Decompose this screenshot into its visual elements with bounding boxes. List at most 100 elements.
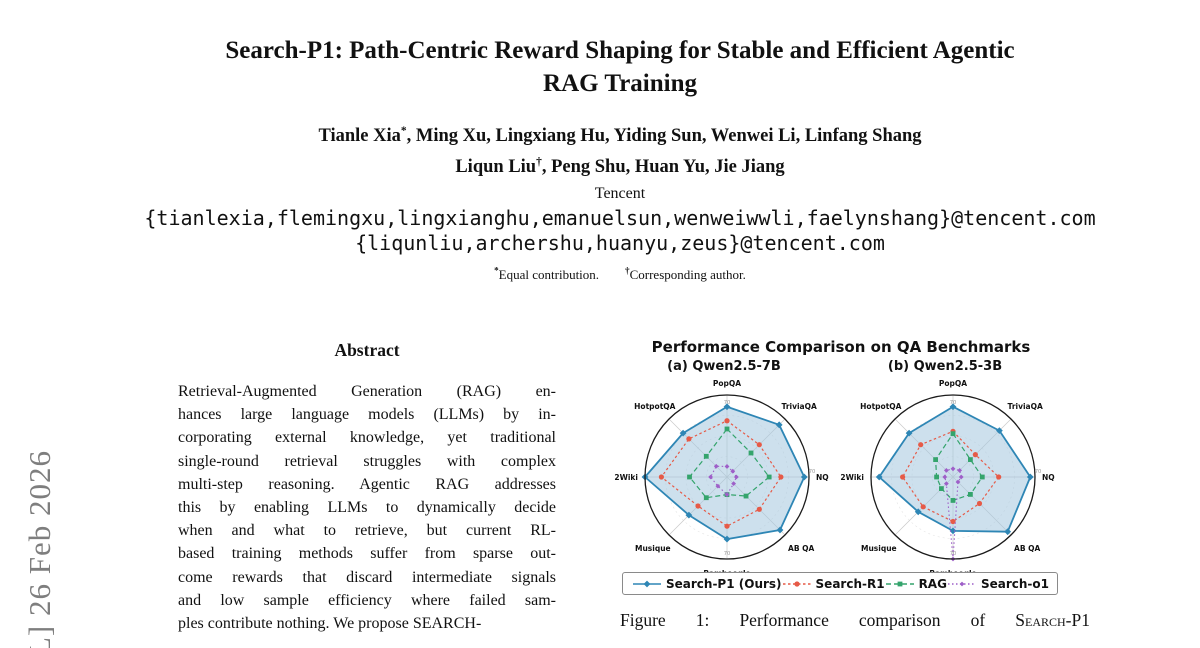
radial-tick-label: 70 (950, 400, 957, 406)
series-marker (800, 473, 808, 481)
series-marker (949, 403, 957, 411)
author-line: Tianle Xia*, Ming Xu, Lingxiang Hu, Yidi… (135, 118, 1105, 149)
series-marker (778, 474, 784, 480)
series-marker (905, 429, 913, 437)
series-marker (708, 474, 713, 480)
series-marker (950, 498, 956, 503)
series-marker (995, 427, 1003, 435)
chart-legend: Search-P1 (Ours) Search-R1 RAG Search-o1 (622, 572, 1058, 595)
series-marker (695, 503, 701, 509)
series-marker (715, 483, 721, 489)
series-marker (875, 473, 883, 481)
email-block: {tianlexia,flemingxu,lingxianghu,emanuel… (135, 206, 1105, 256)
legend-marker-icon (782, 580, 811, 587)
figure-caption-prefix: Figure 1: Performance comparison of (620, 610, 1016, 630)
abstract-line: based training methods suffer from spars… (178, 545, 556, 563)
series-marker (918, 442, 924, 448)
abstract-line: and low sample efficiency where failed s… (178, 591, 556, 609)
series-marker (957, 467, 963, 473)
abstract-line: Retrieval-Augmented Generation (RAG) en- (178, 383, 556, 400)
abstract-line: when and what to retrieve, but current R… (178, 522, 556, 540)
series-marker (996, 474, 1002, 480)
outer-circle (644, 394, 810, 560)
series-marker (1004, 528, 1012, 536)
author-superscript: † (536, 156, 542, 169)
series-marker (724, 523, 730, 529)
axis-label: TriviaQA (1008, 402, 1043, 411)
footnote: *Equal contribution. (494, 265, 600, 282)
series-marker (766, 474, 772, 480)
series-marker (967, 457, 973, 463)
series-marker (643, 580, 651, 587)
outer-circle (870, 394, 1036, 560)
axis-label: PopQA (939, 379, 967, 388)
series-marker (687, 474, 692, 480)
title-line-1: Search-P1: Path-Centric Reward Shaping f… (225, 37, 1015, 64)
footnote: †Corresponding author. (625, 265, 746, 282)
series-marker (743, 493, 749, 499)
series-marker (703, 495, 709, 501)
axis-label: PopQA (713, 379, 741, 388)
author-line: Liqun Liu†, Peng Shu, Huan Yu, Jie Jiang (135, 149, 1105, 180)
footnotes: *Equal contribution. †Corresponding autho… (135, 265, 1105, 282)
legend-marker-icon (885, 581, 914, 586)
legend-label: Search-R1 (815, 576, 885, 591)
series-marker (914, 508, 922, 516)
radial-tick-label: 70 (724, 551, 731, 557)
series-marker (686, 436, 692, 442)
legend-item: RAG (885, 577, 947, 591)
legend-label: Search-o1 (980, 576, 1049, 591)
affiliation: Tencent (594, 185, 646, 203)
legend-label: RAG (918, 576, 947, 591)
series-marker (724, 426, 730, 432)
axis-label: NQ (1042, 473, 1055, 482)
series-marker (658, 474, 664, 480)
legend-label: Search-P1 (Ours) (666, 576, 782, 591)
author-block: Tianle Xia*, Ming Xu, Lingxiang Hu, Yidi… (135, 118, 1105, 180)
axis-label: AB QA (788, 544, 815, 553)
series-marker (730, 468, 736, 474)
series-marker (756, 442, 762, 448)
abstract-line: hances large language models (LLMs) by i… (178, 406, 556, 424)
series-marker (920, 504, 926, 510)
axis-label: HotpotQA (860, 402, 901, 411)
series-marker (950, 518, 956, 525)
abstract-line: ples contribute nothing. We propose SEAR… (178, 615, 482, 633)
series-marker (943, 467, 949, 473)
series-marker (900, 474, 906, 480)
series-marker (955, 479, 961, 485)
legend-item: Search-o1 (947, 577, 1049, 591)
series-marker (703, 453, 709, 459)
series-marker (724, 492, 730, 497)
radial-tick-label: 70 (724, 400, 731, 406)
series-marker (724, 464, 730, 469)
series-marker (942, 474, 948, 480)
subplot-title-b: (b) Qwen2.5-3B (887, 359, 1003, 374)
legend-marker-icon (947, 581, 976, 586)
radial-tick-label: 70 (1035, 469, 1042, 475)
series-marker (949, 527, 957, 535)
series-marker (685, 511, 693, 519)
series-marker (897, 581, 902, 586)
series-marker (934, 474, 939, 480)
subplot-title-a: (a) Qwen2.5-7B (667, 359, 781, 374)
abstract-body: Retrieval-Augmented Generation (RAG) en-… (178, 380, 556, 635)
radial-tick-label: 70 (950, 551, 957, 557)
axis-label: AB QA (1014, 544, 1041, 553)
paper-header: Search-P1: Path-Centric Reward Shaping f… (135, 0, 1105, 283)
title-line-2: RAG Training (543, 70, 697, 97)
axis-label: 2Wiki (840, 473, 864, 482)
series-marker (756, 506, 762, 512)
series-marker (979, 474, 985, 480)
axis-label: NQ (816, 473, 829, 482)
legend-item: Search-P1 (Ours) (632, 577, 782, 591)
author-names: Liqun Liu (455, 157, 537, 178)
series-marker (793, 580, 800, 587)
series-marker (958, 474, 964, 480)
abstract-column: Abstract Retrieval-Augmented Generation … (178, 340, 556, 635)
series-marker (933, 457, 939, 463)
abstract-line: this by enabling LLMs to dynamically dec… (178, 499, 556, 517)
author-names: , Peng Shu, Huan Yu, Jie Jiang (541, 157, 785, 178)
